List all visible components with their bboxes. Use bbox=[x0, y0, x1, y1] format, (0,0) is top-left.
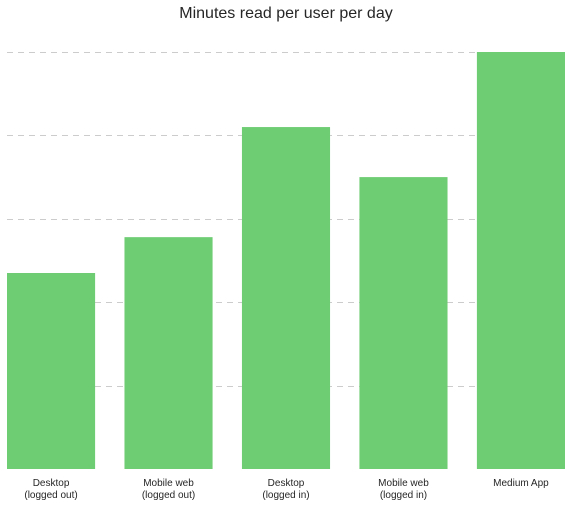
x-tick-label-4: Mobile web (logged in) bbox=[378, 478, 429, 501]
bars bbox=[7, 52, 565, 469]
bar-1 bbox=[7, 273, 96, 469]
x-tick-label-1: Desktop (logged out) bbox=[24, 478, 77, 501]
chart-title: Minutes read per user per day bbox=[179, 5, 393, 22]
bar-4 bbox=[359, 177, 448, 469]
bar-5 bbox=[476, 52, 565, 469]
x-tick-label-2: Mobile web (logged out) bbox=[142, 478, 195, 501]
x-tick-label-5: Medium App bbox=[493, 478, 549, 489]
x-tick-labels: Desktop (logged out) Mobile web (logged out… bbox=[24, 478, 549, 501]
bar-3 bbox=[241, 127, 331, 469]
x-tick-label-3: Desktop (logged in) bbox=[262, 478, 309, 501]
bar-2 bbox=[124, 237, 213, 469]
